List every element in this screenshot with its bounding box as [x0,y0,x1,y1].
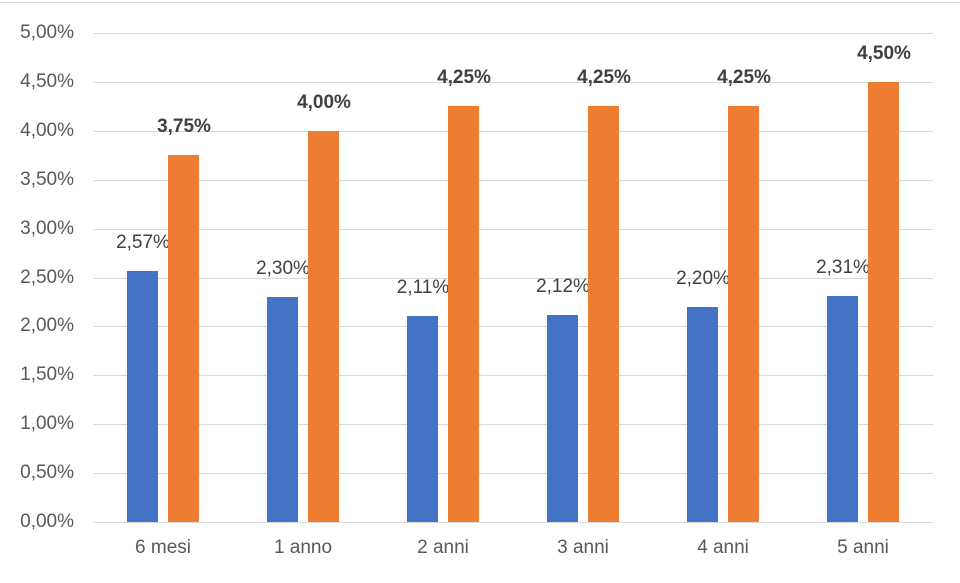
data-label-orange-series-3-anni: 4,25% [577,67,631,88]
chart-top-border [0,2,960,3]
x-axis-category-label: 2 anni [417,537,469,558]
bar-orange-series-3-anni [588,106,619,522]
y-axis-tick-label: 3,00% [20,218,74,239]
data-label-blue-series-1-anno: 2,30% [256,258,310,279]
data-label-blue-series-3-anni: 2,12% [536,276,590,297]
bar-orange-series-2-anni [448,106,479,522]
gridline [93,82,933,83]
x-axis-category-label: 5 anni [837,537,889,558]
data-label-orange-series-1-anno: 4,00% [297,92,351,113]
bar-orange-series-1-anno [308,131,339,522]
y-axis-tick-label: 1,50% [20,364,74,385]
data-label-blue-series-6-mesi: 2,57% [116,232,170,253]
y-axis-tick-label: 0,00% [20,511,74,532]
x-axis-category-label: 3 anni [557,537,609,558]
data-label-blue-series-2-anni: 2,11% [396,277,450,298]
gridline [93,522,933,523]
gridline [93,180,933,181]
gridline [93,375,933,376]
gridline [93,33,933,34]
bar-orange-series-4-anni [728,106,759,522]
y-axis-tick-label: 4,50% [20,71,74,92]
bar-blue-series-3-anni [547,315,578,522]
gridline [93,326,933,327]
bar-blue-series-4-anni [687,307,718,522]
bar-blue-series-2-anni [407,316,438,522]
y-axis-tick-label: 2,00% [20,315,74,336]
y-axis-tick-label: 2,50% [20,267,74,288]
y-axis-tick-label: 1,00% [20,413,74,434]
x-axis-category-label: 4 anni [697,537,749,558]
data-label-orange-series-6-mesi: 3,75% [157,116,211,137]
gridline [93,278,933,279]
bar-blue-series-5-anni [827,296,858,522]
data-label-orange-series-4-anni: 4,25% [717,67,771,88]
data-label-blue-series-5-anni: 2,31% [816,257,870,278]
bar-blue-series-1-anno [267,297,298,522]
data-label-orange-series-5-anni: 4,50% [857,43,911,64]
y-axis-tick-label: 3,50% [20,169,74,190]
x-axis-category-label: 6 mesi [135,537,191,558]
data-label-orange-series-2-anni: 4,25% [437,67,491,88]
gridline [93,473,933,474]
bar-orange-series-5-anni [868,82,899,522]
bar-blue-series-6-mesi [127,271,158,522]
gridline [93,229,933,230]
y-axis-tick-label: 0,50% [20,462,74,483]
x-axis-category-label: 1 anno [273,537,333,558]
bar-orange-series-6-mesi [168,155,199,522]
y-axis-tick-label: 4,00% [20,120,74,141]
data-label-blue-series-4-anni: 2,20% [676,268,730,289]
y-axis-tick-label: 5,00% [20,22,74,43]
gridline [93,424,933,425]
gridline [93,131,933,132]
